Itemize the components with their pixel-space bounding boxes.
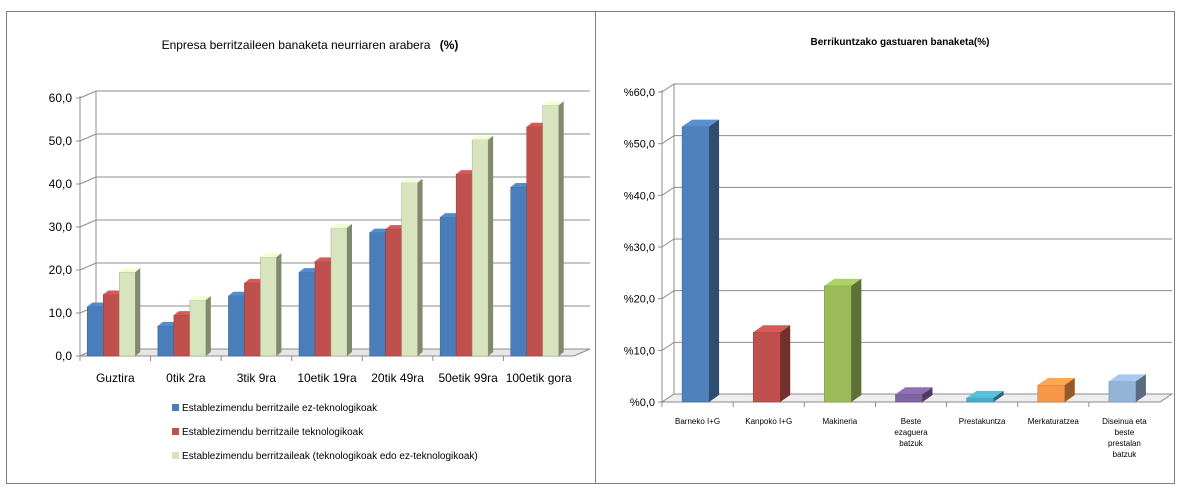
gridline	[79, 176, 590, 185]
outer-frame	[6, 11, 1175, 484]
chart-size-distribution: Enpresa berritzaileen banaketa neurriare…	[49, 38, 591, 462]
gridline	[661, 135, 1172, 145]
chart2-x-tick-labels: Barneko I+G Kanpoko I+G Makineria Beste ezag…	[675, 417, 1147, 459]
legend-label: Establezimendu berritzaile ez-teknologik…	[182, 403, 378, 414]
x-tick-label: Beste ezaguera batzuk	[894, 417, 928, 448]
chart2-gridlines	[658, 83, 1174, 407]
legend-swatch	[172, 428, 179, 435]
gridline	[661, 186, 1172, 196]
bar	[542, 101, 564, 357]
x-tick-label: Guztira	[96, 371, 135, 385]
bar	[895, 387, 933, 403]
x-tick-label: 10etik 19ra	[297, 371, 357, 385]
x-tick-label: Makineria	[823, 417, 858, 426]
y-tick-label: %40,0	[624, 190, 655, 202]
x-tick-label: Prestakuntza	[959, 417, 1006, 426]
gridline	[661, 341, 1172, 351]
gridline	[79, 133, 590, 142]
y-tick-label: %10,0	[624, 345, 655, 357]
chart2-bars	[681, 119, 1146, 403]
bar	[966, 390, 1004, 403]
y-tick-label: 0,0	[55, 349, 72, 363]
bar	[681, 119, 720, 403]
y-tick-label: 10,0	[49, 306, 73, 320]
chart1-bars	[87, 101, 564, 357]
y-tick-label: %0,0	[630, 397, 655, 409]
x-tick-label: Diseinua eta beste prestalan batzuk	[1102, 417, 1147, 459]
chart1-y-tick-labels: 0,0 10,0 20,0 30,0 40,0 50,0 60,0	[49, 91, 73, 363]
x-tick-label: 100etik gora	[506, 371, 572, 385]
bar	[1037, 377, 1075, 403]
bar	[401, 178, 423, 357]
bar	[824, 278, 862, 403]
y-tick-label: %20,0	[624, 294, 655, 306]
gridline	[661, 238, 1172, 248]
y-tick-label: %50,0	[624, 139, 655, 151]
y-tick-label: 40,0	[49, 177, 73, 191]
legend-swatch	[172, 404, 179, 411]
x-tick-label: 20tik 49ra	[371, 371, 424, 385]
x-tick-label: 3tik 9ra	[237, 371, 277, 385]
y-tick-label: %30,0	[624, 242, 655, 254]
bar	[1108, 374, 1146, 403]
y-tick-label: 60,0	[49, 91, 73, 105]
chart-innovation-spending: Berrikuntzako gastuaren banaketa(%) %0,0…	[624, 37, 1174, 459]
y-tick-label: 50,0	[49, 134, 73, 148]
bar	[752, 325, 791, 403]
bar	[260, 253, 282, 357]
gridline	[661, 290, 1172, 300]
x-tick-label: Barneko I+G	[675, 417, 720, 426]
x-tick-label: 0tik 2ra	[166, 371, 206, 385]
legend-label: Establezimendu berritzaileak (teknologik…	[182, 451, 478, 462]
chart2-title: Berrikuntzako gastuaren banaketa(%)	[811, 37, 990, 48]
bar	[330, 223, 352, 357]
chart1-title: Enpresa berritzaileen banaketa neurriare…	[162, 38, 459, 52]
gridline	[79, 90, 590, 99]
legend-swatch	[172, 452, 179, 459]
bar	[189, 296, 211, 357]
x-tick-label: Merkaturatzea	[1028, 417, 1080, 426]
legend-label: Establezimendu berritzaile teknologikoak	[182, 427, 364, 438]
chart2-y-tick-labels: %0,0 %10,0 %20,0 %30,0 %40,0 %50,0 %60,0	[624, 87, 655, 409]
x-tick-label: Kanpoko I+G	[745, 417, 792, 426]
bar	[119, 268, 141, 357]
y-tick-label: 30,0	[49, 220, 73, 234]
chart1-legend: Establezimendu berritzaile ez-teknologik…	[172, 403, 478, 462]
x-tick-label: 50etik 99ra	[438, 371, 498, 385]
gridline	[661, 83, 1172, 93]
y-tick-label: %60,0	[624, 87, 655, 99]
chart1-x-tick-labels: Guztira 0tik 2ra 3tik 9ra 10etik 19ra 20tik …	[96, 371, 572, 385]
bar	[471, 135, 494, 357]
y-tick-label: 20,0	[49, 263, 73, 277]
